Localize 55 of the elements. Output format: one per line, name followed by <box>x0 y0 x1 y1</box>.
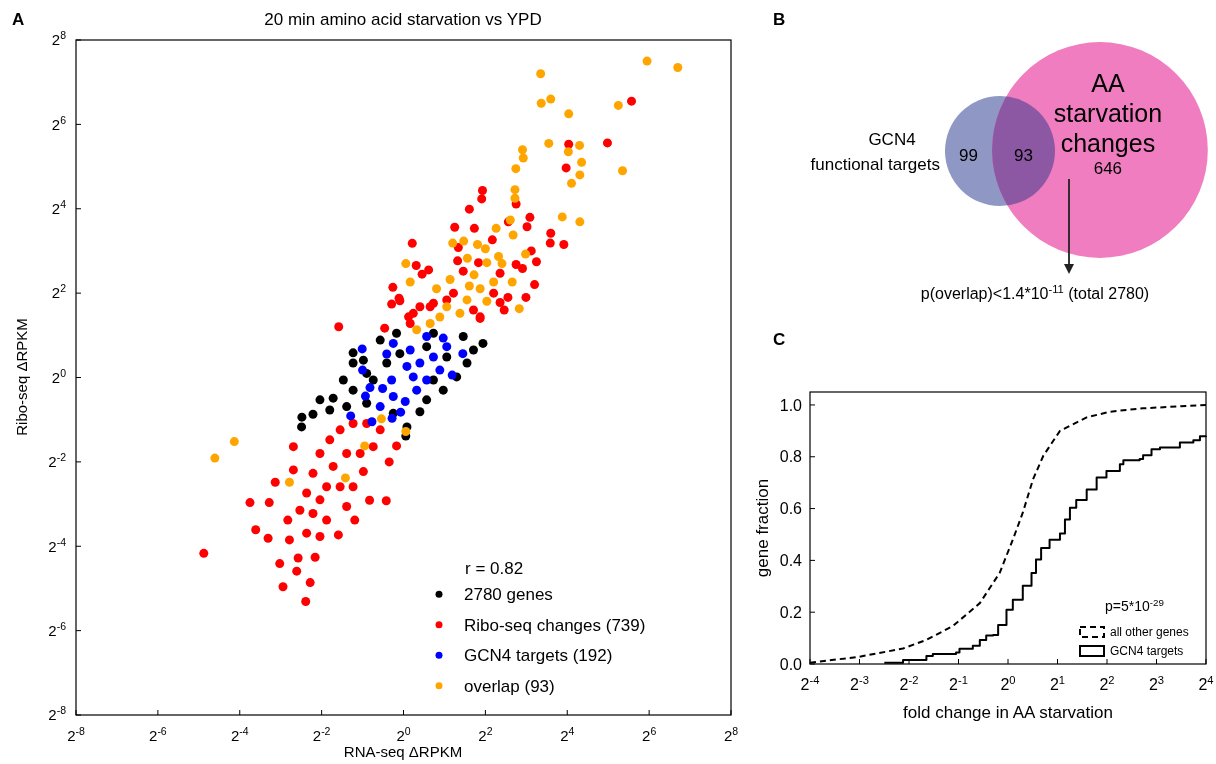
x-tick-label: 2$^{-2}$ <box>312 725 331 744</box>
legend-label: GCN4 targets <box>1110 644 1184 659</box>
y-tick-label: 2$^{0}$ <box>51 366 67 386</box>
x-tick-label: 2$^{2}$ <box>478 725 493 744</box>
x-tick-label: 2$^{-3}$ <box>850 674 869 693</box>
text: A <box>12 10 25 29</box>
legend-label: Ribo-seq changes (739) <box>464 615 646 635</box>
x-axis-title: fold change in AA starvation <box>903 703 1113 722</box>
data-label: 93 <box>1014 145 1033 165</box>
legend-label: overlap (93) <box>464 676 555 696</box>
x-tick-label: 2$^{4}$ <box>1198 674 1214 693</box>
x-tick-label: 2$^{1}$ <box>1049 674 1066 693</box>
x-tick-label: 2$^{-6}$ <box>149 725 167 744</box>
y-tick-label: 2$^{8}$ <box>51 29 67 49</box>
x-tick-label: 2$^{4}$ <box>560 725 575 744</box>
annotation: p=5*10$^{-29}$ <box>1105 596 1164 614</box>
y-tick-label: 2$^{4}$ <box>51 198 67 217</box>
y-axis-title: gene fraction <box>752 478 772 578</box>
category-label: AA starvation changes <box>1053 68 1163 157</box>
y-tick-label: 1.0 <box>779 396 803 414</box>
y-tick-label: 0.2 <box>779 603 803 621</box>
x-tick-label: 2$^{-4}$ <box>800 674 820 693</box>
text: C <box>773 330 786 349</box>
y-tick-label: 2$^{6}$ <box>51 113 67 133</box>
legend-label: all other genes <box>1110 625 1189 640</box>
text: B <box>773 10 786 29</box>
data-label: 99 <box>959 145 978 165</box>
legend-label: 2780 genes <box>464 585 553 605</box>
y-tick-label: 2$^{-8}$ <box>48 704 67 724</box>
y-tick-label: 0.6 <box>779 500 803 518</box>
y-tick-label: 2$^{2}$ <box>51 282 67 302</box>
data-label: 646 <box>1093 158 1123 178</box>
x-tick-label: 2$^{8}$ <box>723 725 739 744</box>
y-tick-label: 0.4 <box>779 551 803 569</box>
x-tick-label: 2$^{6}$ <box>642 725 657 744</box>
y-tick-label: 2$^{-6}$ <box>48 619 67 639</box>
x-tick-label: 2$^{3}$ <box>1148 674 1165 693</box>
x-tick-label: 2$^{2}$ <box>1099 674 1115 693</box>
chart-title: 20 min amino acid starvation vs YPD <box>264 10 542 29</box>
legend-label: GCN4 targets (192) <box>464 646 613 666</box>
y-tick-label: 0.0 <box>779 655 803 673</box>
x-tick-label: 2$^{-2}$ <box>899 674 919 693</box>
x-axis-title: RNA-seq ΔRPKM <box>343 743 463 760</box>
x-tick-label: 2$^{0}$ <box>396 725 411 744</box>
x-tick-label: 2$^{0}$ <box>1000 674 1016 693</box>
y-axis-title: Ribo-seq ΔRPKM <box>13 318 31 436</box>
x-tick-label: 2$^{-4}$ <box>230 725 249 744</box>
y-tick-label: 2$^{-2}$ <box>48 451 67 471</box>
category-label: GCN4 functional targets <box>810 129 940 174</box>
annotation: r = 0.82 <box>465 559 524 579</box>
text: p(overlap)<1.4*10$^{-11}$ (total 2780) <box>920 282 1150 302</box>
x-tick-label: 2$^{-1}$ <box>949 674 968 693</box>
x-tick-label: 2$^{-8}$ <box>67 725 85 744</box>
y-tick-label: 2$^{-4}$ <box>48 535 67 555</box>
y-tick-label: 0.8 <box>779 448 803 466</box>
